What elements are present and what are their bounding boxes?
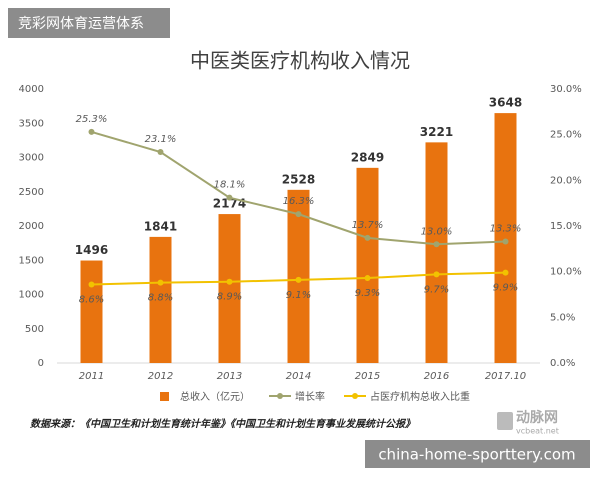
bar: [80, 260, 103, 363]
x-tick-label: 2011: [79, 371, 104, 382]
legend-label: 增长率: [295, 390, 325, 403]
logo-name: 动脉网: [516, 409, 558, 426]
y2-tick-label: 10.0%: [550, 267, 582, 278]
legend-label: 总收入（亿元）: [180, 390, 250, 403]
point-label: 13.0%: [421, 226, 453, 237]
point-label: 8.9%: [217, 292, 242, 303]
bar: [425, 142, 448, 363]
legend-label: 占医疗机构总收入比重: [370, 390, 470, 403]
legend-marker: [352, 393, 358, 399]
point: [433, 271, 440, 278]
y-tick-label: 2500: [19, 187, 44, 198]
point-label: 23.1%: [145, 134, 177, 145]
y2-tick-label: 30.0%: [550, 84, 582, 95]
point: [433, 241, 440, 248]
point: [364, 234, 371, 241]
point-label: 18.1%: [214, 180, 246, 191]
point-label: 13.3%: [490, 224, 522, 235]
bar-label: 2849: [351, 150, 384, 164]
bar-label: 1841: [144, 219, 177, 233]
point: [295, 211, 302, 218]
footer-box: [365, 440, 590, 468]
point: [226, 278, 233, 285]
y-tick-label: 500: [25, 324, 44, 335]
point: [88, 128, 95, 135]
y-tick-label: 1500: [19, 255, 44, 266]
point-label: 8.8%: [148, 293, 173, 304]
y2-tick-label: 0.0%: [550, 358, 575, 369]
source: 数据来源：《中国卫生和计划生育统计年鉴》《中国卫生和计划生育事业发展统计公报》: [30, 418, 415, 430]
point-label: 25.3%: [76, 114, 108, 125]
banner-box: [8, 8, 170, 38]
y2-tick-label: 20.0%: [550, 175, 582, 186]
y2-tick-label: 15.0%: [550, 221, 582, 232]
point: [364, 275, 371, 282]
point-label: 13.7%: [352, 220, 384, 231]
y-tick-label: 3000: [19, 153, 44, 164]
bar-label: 1496: [75, 243, 108, 257]
bar: [149, 236, 172, 363]
bar-label: 3221: [420, 125, 453, 139]
x-tick-label: 2017.10: [485, 371, 526, 382]
y-tick-label: 2000: [19, 221, 44, 232]
legend-swatch: [160, 392, 169, 401]
point: [502, 269, 509, 276]
banner: 竞彩网体育运营体系: [18, 15, 144, 32]
point: [88, 281, 95, 288]
point-label: 9.1%: [286, 290, 311, 301]
logo-url: vcbeat.net: [516, 427, 559, 436]
point: [226, 194, 233, 201]
y-tick-label: 0: [38, 358, 44, 369]
y2-tick-label: 5.0%: [550, 312, 575, 323]
point: [295, 276, 302, 283]
x-tick-label: 2016: [424, 371, 449, 382]
bar: [218, 214, 241, 363]
y2-tick-label: 25.0%: [550, 130, 582, 141]
point-label: 8.6%: [79, 294, 104, 305]
point: [502, 238, 509, 245]
bar: [494, 113, 517, 363]
bar: [287, 189, 310, 363]
y-tick-label: 4000: [19, 84, 44, 95]
point: [157, 279, 164, 286]
x-tick-label: 2013: [217, 371, 242, 382]
point-label: 9.3%: [355, 288, 380, 299]
point: [157, 149, 164, 156]
y-tick-label: 1000: [19, 290, 44, 301]
x-tick-label: 2014: [286, 371, 311, 382]
point-label: 16.3%: [283, 196, 315, 207]
legend-marker: [277, 393, 283, 399]
y-tick-label: 3500: [19, 118, 44, 129]
bar-label: 2528: [282, 172, 315, 186]
chart-title: 中医类医疗机构收入情况: [190, 49, 410, 73]
bar-label: 3648: [489, 96, 522, 110]
x-tick-label: 2015: [355, 371, 380, 382]
logo-icon: [497, 412, 513, 430]
bar: [356, 167, 379, 363]
x-tick-label: 2012: [148, 371, 173, 382]
point-label: 9.7%: [424, 284, 449, 295]
point-label: 9.9%: [493, 283, 518, 294]
footer: china-home-sporttery.com: [378, 446, 575, 464]
